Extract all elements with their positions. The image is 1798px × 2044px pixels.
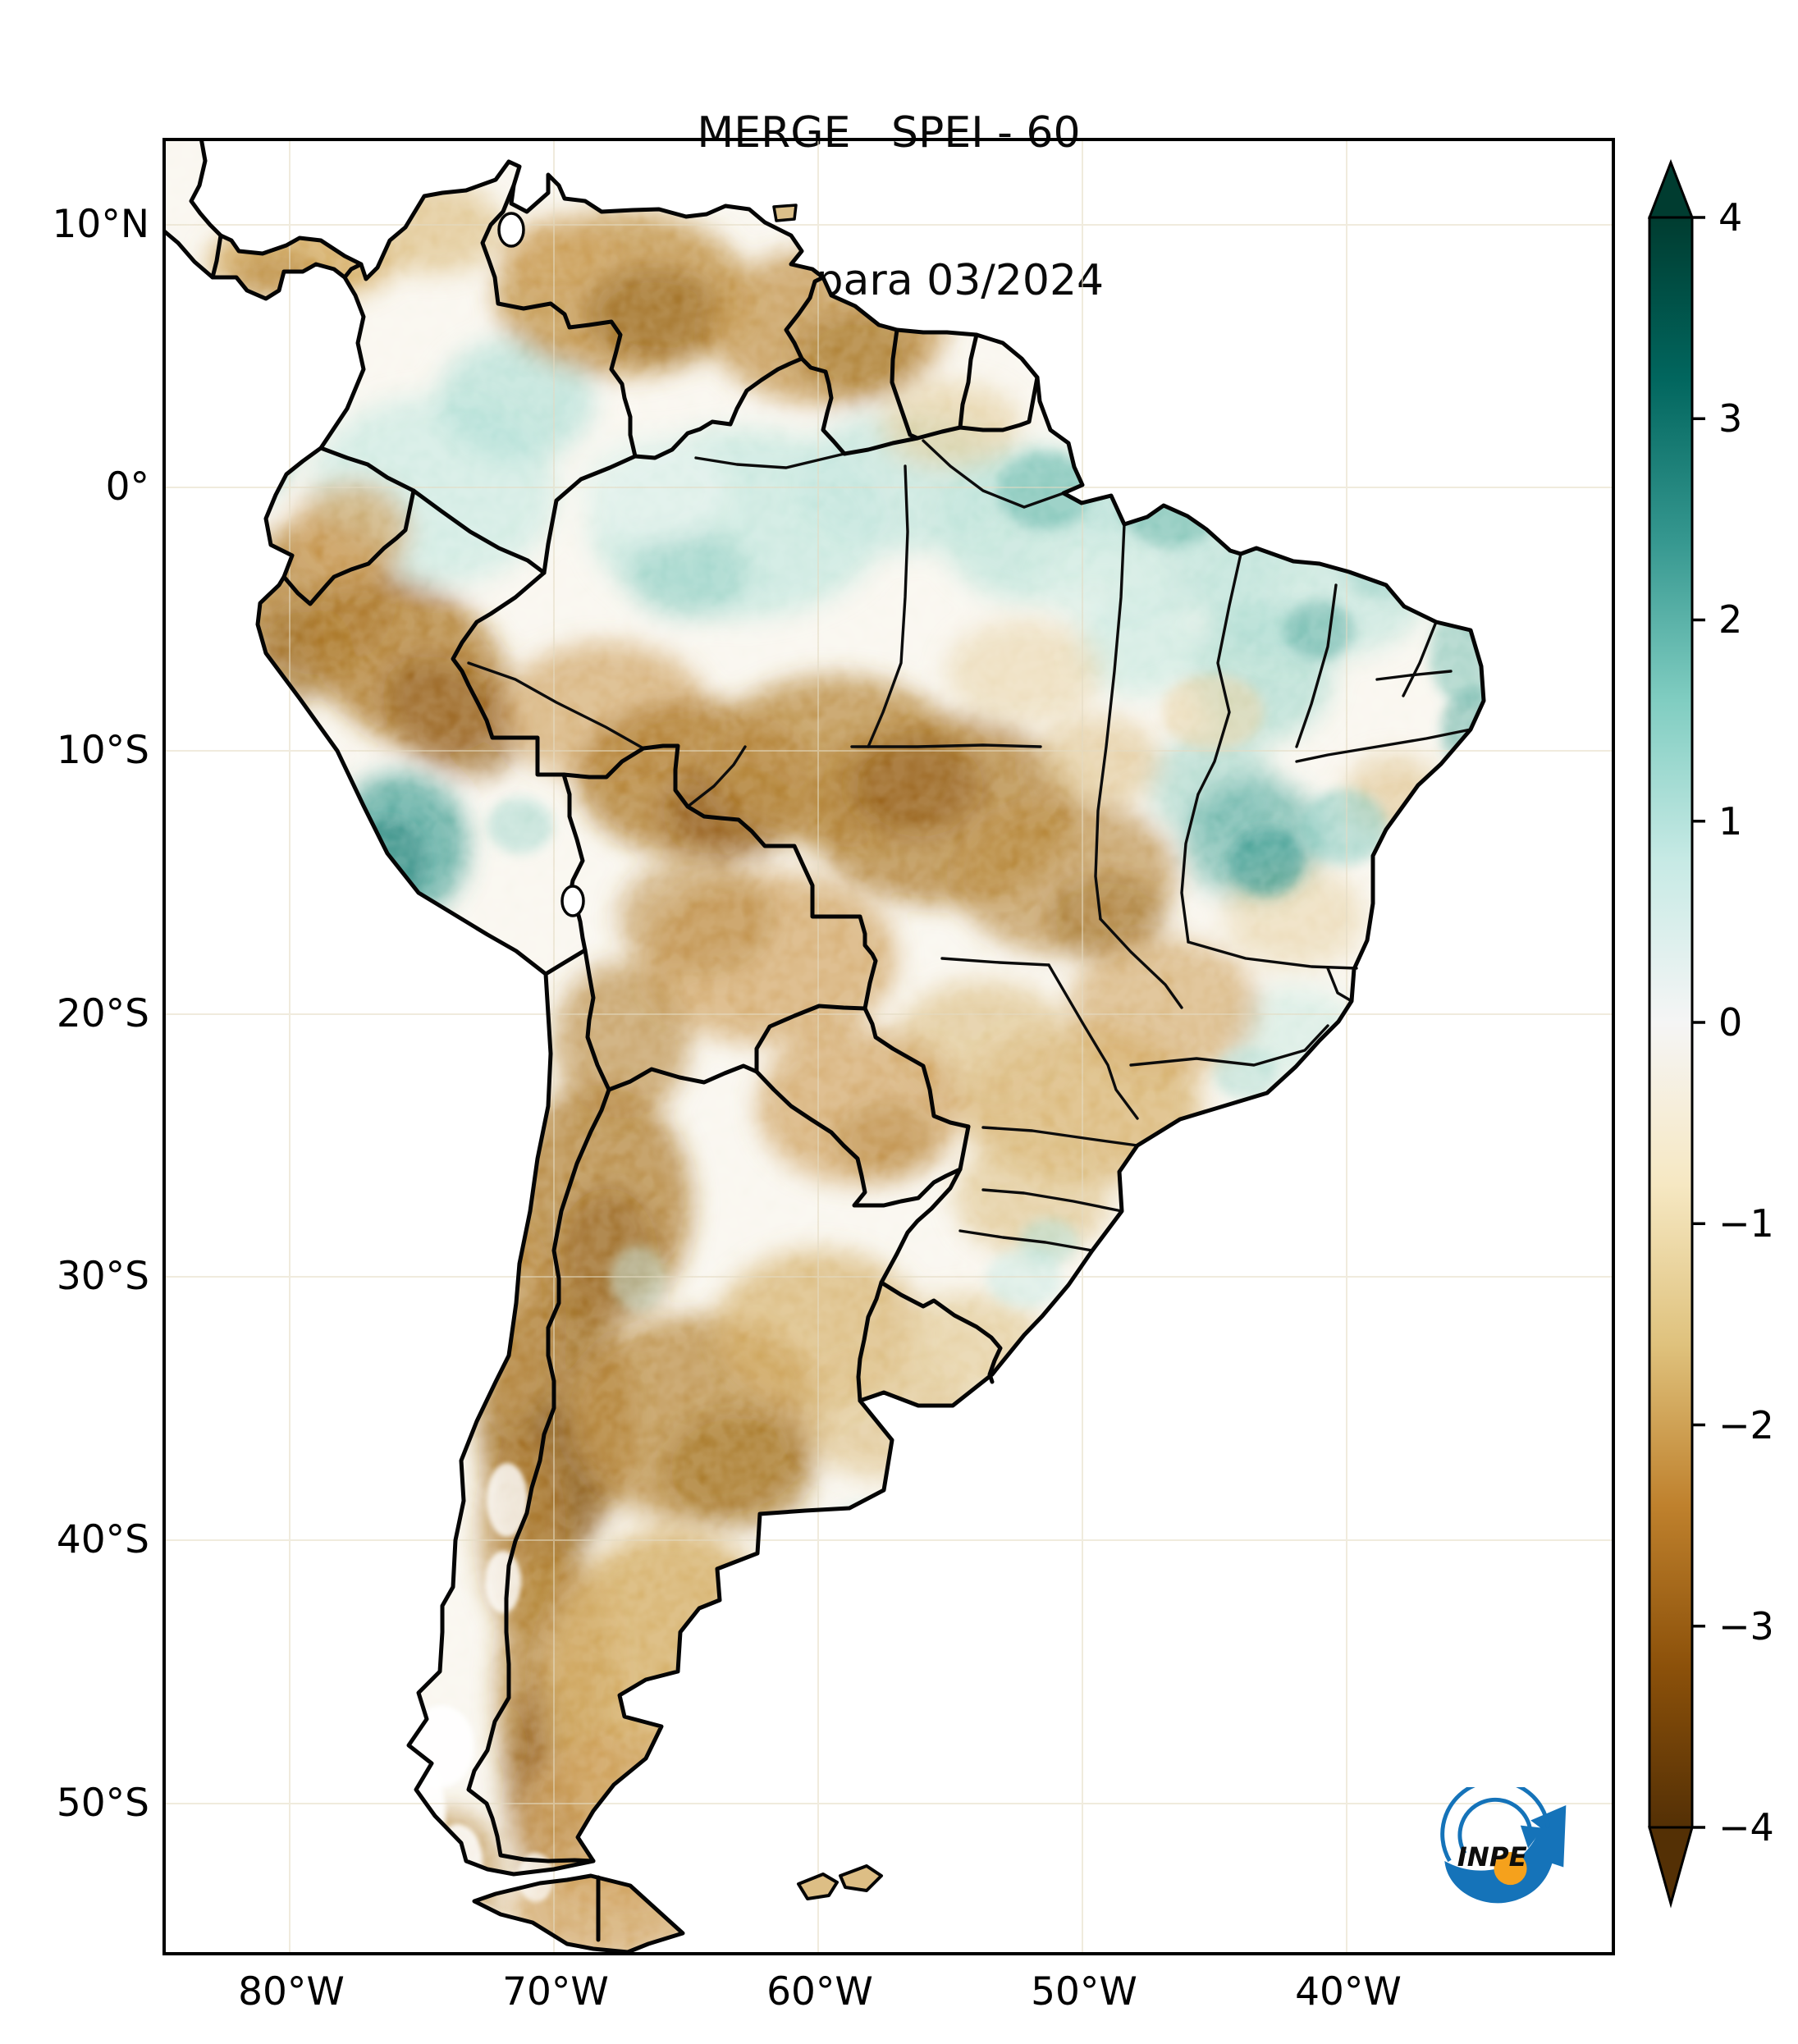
- y-tick-20s: 20°S: [56, 991, 149, 1036]
- map-frame: [162, 138, 1615, 1955]
- inpe-orange-dot: [1494, 1852, 1527, 1886]
- coastline: [162, 138, 1486, 1955]
- inpe-outer-arc: [1440, 1787, 1551, 1863]
- y-tick-10n: 10°N: [52, 202, 149, 247]
- falkland-island-east: [839, 1864, 883, 1892]
- x-tick-60w: 60°W: [766, 1969, 873, 2014]
- inpe-swoosh-arrow: [1444, 1805, 1567, 1904]
- cb-tick-m4: −4: [1718, 1805, 1774, 1850]
- inpe-logo-text: INPE: [1457, 1841, 1527, 1873]
- x-tick-50w: 50°W: [1031, 1969, 1137, 2014]
- falkland-island-west: [797, 1873, 839, 1900]
- x-tick-70w: 70°W: [502, 1969, 609, 2014]
- y-tick-30s: 30°S: [56, 1254, 149, 1299]
- x-tick-40w: 40°W: [1295, 1969, 1402, 2014]
- cb-tick-1: 1: [1718, 799, 1743, 844]
- cb-tick-0: 0: [1718, 1000, 1743, 1045]
- country-borders: [210, 183, 1040, 1942]
- x-tick-80w: 80°W: [238, 1969, 345, 2014]
- islands-and-lakes: [497, 203, 883, 1900]
- state-borders: [467, 439, 1472, 1252]
- cb-tick-3: 3: [1718, 396, 1743, 441]
- y-tick-10s: 10°S: [56, 728, 149, 773]
- inpe-arc-arrowhead: [1520, 1825, 1544, 1849]
- map-plot-area: [162, 138, 1615, 1955]
- cb-tick-m3: −3: [1718, 1604, 1774, 1648]
- lake-titicaca: [560, 885, 585, 917]
- colorbar-arrow-up: [1647, 158, 1695, 219]
- inpe-inner-arc: [1457, 1797, 1533, 1854]
- y-tick-40s: 40°S: [56, 1517, 149, 1562]
- colorbar: [1647, 158, 1705, 1909]
- y-tick-0: 0°: [105, 464, 149, 510]
- colorbar-arrow-down: [1648, 1826, 1694, 1909]
- title-line-1: MERGE SPEI - 60: [697, 108, 1081, 158]
- cb-tick-m1: −1: [1718, 1201, 1774, 1246]
- cb-tick-m2: −2: [1718, 1403, 1774, 1447]
- cb-tick-2: 2: [1718, 597, 1743, 642]
- inpe-logo: INPE: [1440, 1787, 1567, 1904]
- lake-maracaibo: [497, 212, 525, 248]
- y-tick-50s: 50°S: [56, 1781, 149, 1826]
- cb-tick-4: 4: [1718, 195, 1743, 240]
- trinidad-island: [772, 203, 798, 222]
- colorbar-tick-marks: [1692, 216, 1705, 1829]
- colorbar-gradient: [1648, 216, 1694, 1829]
